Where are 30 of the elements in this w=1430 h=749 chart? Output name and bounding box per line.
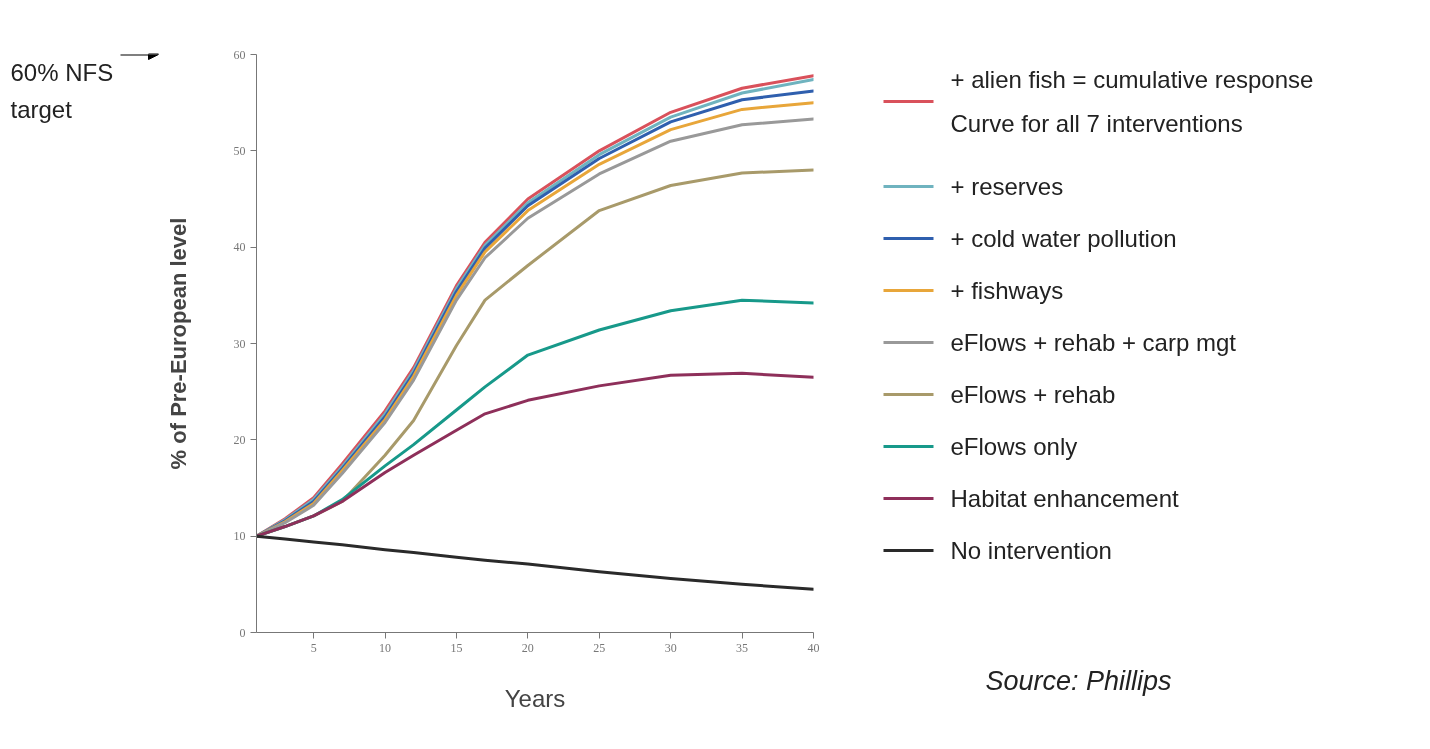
legend-label: + reserves: [950, 173, 1064, 200]
y-axis-title: % of Pre-European level: [165, 217, 191, 470]
line-series: [256, 534, 814, 591]
y-tick-label: 50: [233, 143, 246, 158]
y-tick-label: 30: [233, 336, 246, 351]
legend-label: eFlows + rehab + carp mgt: [950, 329, 1237, 356]
legend-label: No intervention: [950, 537, 1112, 564]
x-tick-label: 25: [593, 640, 606, 655]
x-tick-label: 40: [807, 640, 820, 655]
legend-label: eFlows only: [950, 433, 1078, 460]
y-tick-label: 60: [233, 47, 246, 62]
source-note: Source: Phillips: [985, 665, 1172, 696]
legend-label: + cold water pollution: [950, 225, 1177, 252]
x-tick-label: 10: [379, 640, 392, 655]
x-axis-title: Years: [504, 684, 566, 712]
legend-label: + alien fish = cumulative response Curve for all 7 interventions: [950, 66, 1314, 137]
x-tick-label: 5: [310, 640, 317, 655]
x-tick-label: 30: [664, 640, 677, 655]
x-tick-label: 35: [736, 640, 749, 655]
x-tick-label: 15: [450, 640, 463, 655]
x-tick-label: 20: [521, 640, 534, 655]
y-tick-label: 20: [233, 432, 246, 447]
y-tick-label: 10: [233, 529, 246, 544]
line-series: [256, 371, 814, 538]
y-tick-label: 0: [239, 625, 246, 640]
legend-label: Habitat enhancement: [950, 485, 1179, 512]
legend-label: + fishways: [950, 277, 1064, 304]
y-tick-label: 40: [233, 240, 246, 255]
legend-label: eFlows + rehab: [950, 381, 1116, 408]
text: 60% NFS target: [10, 58, 114, 124]
